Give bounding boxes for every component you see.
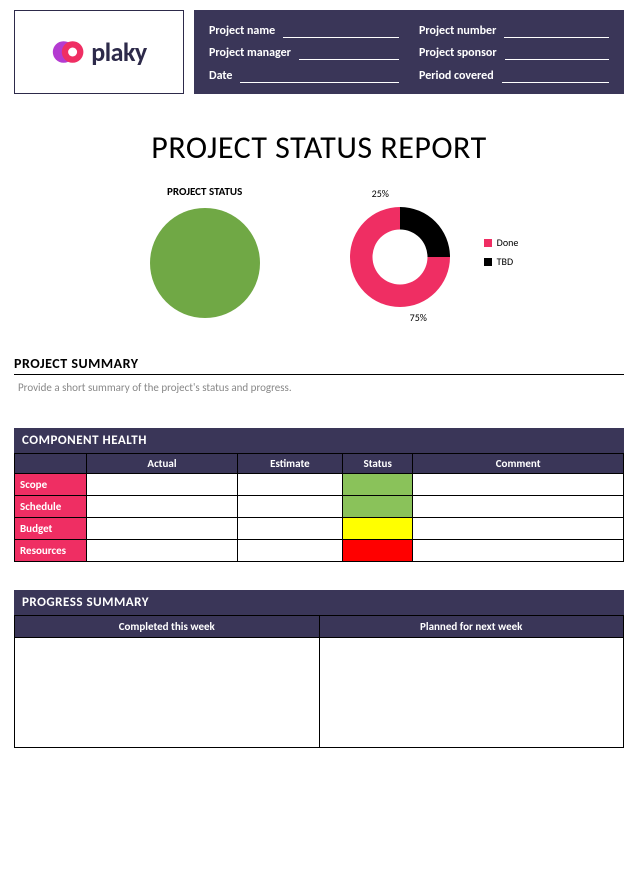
project-summary-heading: PROJECT SUMMARY <box>14 355 624 375</box>
input-project-sponsor[interactable] <box>505 46 609 60</box>
legend-swatch-tbd <box>484 258 492 266</box>
col-actual: Actual <box>87 454 237 474</box>
page-title: PROJECT STATUS REPORT <box>14 128 624 167</box>
project-status-chart-title: PROJECT STATUS <box>120 185 290 198</box>
donut-svg <box>330 185 470 325</box>
label-project-name: Project name <box>209 24 275 38</box>
cell-estimate[interactable] <box>237 540 342 562</box>
component-health-heading: COMPONENT HEALTH <box>14 428 624 453</box>
label-period-covered: Period covered <box>419 69 494 83</box>
table-row: Resources <box>15 540 624 562</box>
cell-status <box>343 474 413 496</box>
cell-estimate[interactable] <box>237 496 342 518</box>
label-project-number: Project number <box>419 24 496 38</box>
legend-done: Done <box>484 236 519 249</box>
cell-comment[interactable] <box>413 540 624 562</box>
cell-comment[interactable] <box>413 496 624 518</box>
field-period-covered: Period covered <box>419 64 609 83</box>
col-completed: Completed this week <box>15 616 320 638</box>
input-project-manager[interactable] <box>299 46 399 60</box>
row-label: Budget <box>15 518 87 540</box>
label-project-sponsor: Project sponsor <box>419 46 497 60</box>
donut-chart: 25% 75% <box>330 185 470 325</box>
legend-swatch-done <box>484 239 492 247</box>
field-project-name: Project name <box>209 19 399 38</box>
col-status: Status <box>343 454 413 474</box>
cell-status <box>343 518 413 540</box>
input-project-number[interactable] <box>504 24 609 38</box>
donut-chart-block: 25% 75% Done TBD <box>330 185 519 325</box>
table-row: Schedule <box>15 496 624 518</box>
field-project-manager: Project manager <box>209 42 399 61</box>
row-label: Schedule <box>15 496 87 518</box>
label-project-manager: Project manager <box>209 46 291 60</box>
cell-comment[interactable] <box>413 518 624 540</box>
donut-legend: Done TBD <box>484 236 519 274</box>
brand-logo: plaky <box>51 34 146 70</box>
table-row: Budget <box>15 518 624 540</box>
legend-label-tbd: TBD <box>497 255 513 268</box>
input-project-name[interactable] <box>283 24 399 38</box>
cell-actual[interactable] <box>87 540 237 562</box>
row-label: Scope <box>15 474 87 496</box>
cell-estimate[interactable] <box>237 518 342 540</box>
cell-actual[interactable] <box>87 518 237 540</box>
row-label: Resources <box>15 540 87 562</box>
field-date: Date <box>209 64 399 83</box>
donut-percent-tbd: 25% <box>372 187 389 200</box>
cell-estimate[interactable] <box>237 474 342 496</box>
brand-logo-box: plaky <box>14 10 184 94</box>
donut-percent-done: 75% <box>410 311 427 324</box>
input-period-covered[interactable] <box>502 69 609 83</box>
input-date[interactable] <box>240 69 399 83</box>
cell-status <box>343 540 413 562</box>
col-comment: Comment <box>413 454 624 474</box>
cell-actual[interactable] <box>87 496 237 518</box>
project-summary-placeholder[interactable]: Provide a short summary of the project's… <box>18 381 624 394</box>
col-estimate: Estimate <box>237 454 342 474</box>
col-planned: Planned for next week <box>319 616 624 638</box>
cell-actual[interactable] <box>87 474 237 496</box>
field-project-number: Project number <box>419 19 609 38</box>
table-row: Scope <box>15 474 624 496</box>
cell-completed[interactable] <box>15 638 320 748</box>
label-date: Date <box>209 69 232 83</box>
progress-summary-table: Completed this week Planned for next wee… <box>14 615 624 748</box>
progress-summary-heading: PROGRESS SUMMARY <box>14 590 624 615</box>
cell-comment[interactable] <box>413 474 624 496</box>
plaky-logo-icon <box>51 34 87 70</box>
cell-planned[interactable] <box>319 638 624 748</box>
project-meta-box: Project name Project number Project mana… <box>194 10 624 94</box>
component-health-table: Actual Estimate Status Comment ScopeSche… <box>14 453 624 562</box>
legend-tbd: TBD <box>484 255 519 268</box>
project-status-pie <box>150 208 260 318</box>
legend-label-done: Done <box>497 236 519 249</box>
project-status-chart: PROJECT STATUS <box>120 185 290 318</box>
col-blank <box>15 454 87 474</box>
field-project-sponsor: Project sponsor <box>419 42 609 61</box>
cell-status <box>343 496 413 518</box>
brand-name: plaky <box>91 36 146 68</box>
